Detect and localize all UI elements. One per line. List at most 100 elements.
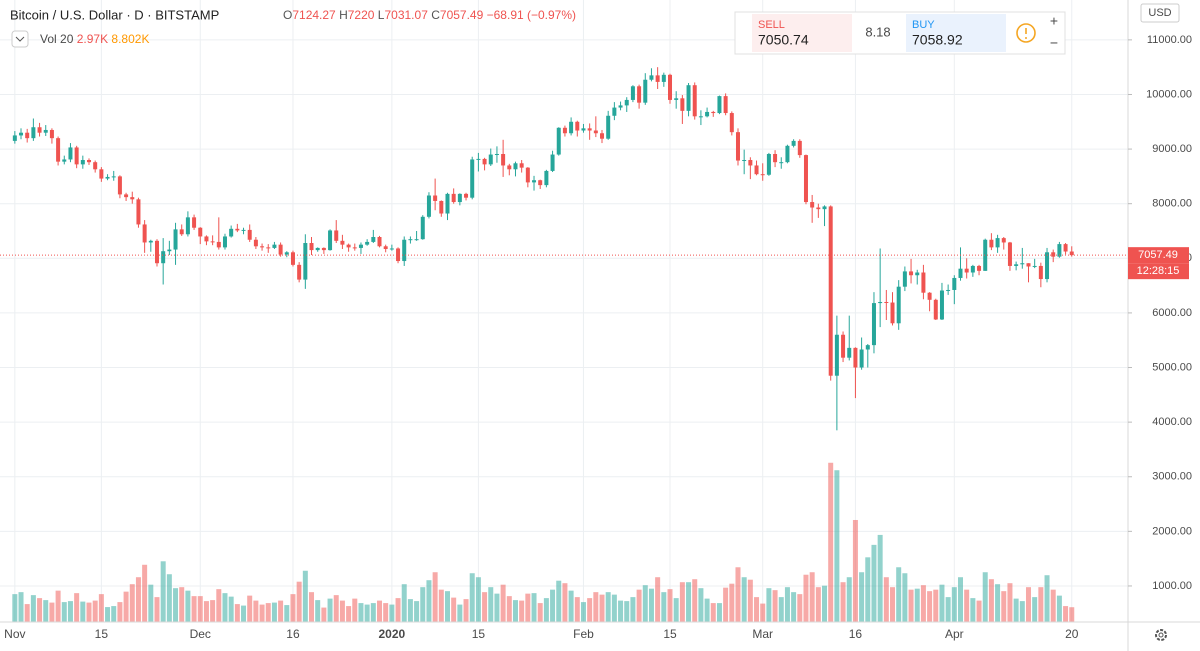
- low-label: L: [378, 8, 385, 22]
- volume-bar: [129, 584, 135, 622]
- currency-box[interactable]: [1140, 3, 1180, 23]
- volume-bar: [927, 591, 933, 622]
- countdown: 12:28:15: [1137, 265, 1180, 277]
- trade-panel: SELL 7050.74 8.18 BUY 7058.92 + −: [734, 11, 1066, 55]
- candle-body: [532, 180, 537, 183]
- x-tick-label: Feb: [573, 627, 594, 641]
- volume-bar: [370, 603, 376, 622]
- volume-bar: [951, 587, 957, 622]
- volume-bar: [506, 596, 512, 622]
- volume-bar: [531, 593, 537, 622]
- volume-bar: [444, 591, 450, 622]
- volume-bar: [1013, 598, 1019, 622]
- y-tick-label: 11000.00: [1147, 34, 1192, 46]
- candle-body: [204, 236, 209, 242]
- volume-bar: [494, 593, 500, 622]
- price-tags: 7057.49 12:28:15: [0, 247, 1189, 280]
- collapse-button[interactable]: [11, 30, 29, 48]
- candle-body: [989, 239, 994, 248]
- volume-bar: [803, 574, 809, 622]
- candle-body: [859, 349, 864, 368]
- candle-body: [222, 236, 227, 248]
- volume-bar: [840, 582, 846, 622]
- volume-bar: [500, 584, 506, 622]
- minus-button[interactable]: −: [1050, 35, 1058, 51]
- candle-body: [426, 195, 431, 217]
- info-icon[interactable]: [1016, 23, 1036, 43]
- volume-bar: [383, 603, 389, 622]
- close-value: 7057.49: [440, 8, 484, 22]
- candle-body: [760, 174, 765, 176]
- candle-body: [154, 240, 159, 264]
- settings-icon[interactable]: [1155, 629, 1167, 641]
- price-pane: [12, 67, 1074, 431]
- x-tick-label: 2020: [379, 627, 406, 641]
- volume-bar: [784, 587, 790, 622]
- volume-bar: [822, 585, 828, 622]
- sell-button[interactable]: [752, 14, 852, 52]
- candle-body: [358, 244, 363, 248]
- volume-bar: [735, 567, 741, 622]
- volume-bar: [179, 587, 185, 622]
- buy-button[interactable]: [906, 14, 1006, 52]
- volume-bar: [964, 589, 970, 622]
- candle-body: [952, 277, 957, 290]
- gear: [1155, 629, 1167, 641]
- volume-bar: [55, 590, 61, 622]
- volume-bar: [86, 602, 92, 622]
- volume-bar: [698, 588, 704, 622]
- volume-bar: [655, 577, 661, 622]
- volume-bar: [154, 597, 160, 622]
- volume-bar: [995, 584, 1001, 622]
- volume-bar: [358, 603, 364, 622]
- volume-bar: [43, 600, 49, 622]
- volume-bar: [957, 577, 963, 622]
- candle-body: [1020, 263, 1025, 265]
- open-value: 7124.27: [292, 8, 336, 22]
- candle-body: [136, 199, 141, 225]
- plus-button[interactable]: +: [1050, 13, 1058, 29]
- volume-bar: [1032, 597, 1038, 622]
- volume-bar: [302, 570, 308, 622]
- candle-body: [161, 251, 166, 264]
- volume-bar: [599, 594, 605, 622]
- volume-bar: [117, 602, 123, 622]
- volume-bar: [1007, 583, 1013, 622]
- volume-bar: [661, 592, 667, 622]
- volume-bar: [883, 577, 889, 622]
- volume-bar: [488, 587, 494, 622]
- candle-body: [865, 345, 870, 350]
- candle-body: [290, 252, 295, 265]
- volume-bar: [970, 598, 976, 622]
- candle-body: [93, 162, 98, 170]
- candle-body: [612, 107, 617, 116]
- sell-price: 7050.74: [758, 32, 809, 48]
- candle-body: [229, 228, 234, 237]
- volume-bar: [716, 603, 722, 622]
- candle-body: [352, 247, 357, 249]
- volume-bar: [401, 584, 407, 622]
- volume-bar: [364, 604, 370, 622]
- candle-body: [1069, 251, 1074, 256]
- candle-body: [779, 162, 784, 164]
- low-value: 7031.07: [384, 8, 428, 22]
- x-tick-label: 15: [472, 627, 486, 641]
- candle-body: [494, 153, 499, 155]
- candle-body: [964, 268, 969, 273]
- volume-bar: [772, 590, 778, 622]
- candle-body: [278, 244, 283, 255]
- volume-bar: [988, 579, 994, 622]
- x-tick-label: Dec: [190, 627, 211, 641]
- close-label: C: [431, 8, 440, 22]
- candle-body: [408, 239, 413, 241]
- volume-bar: [729, 583, 735, 622]
- candle-body: [970, 265, 975, 273]
- volume-bar: [241, 605, 247, 622]
- candle-body: [674, 98, 679, 100]
- volume-bar: [945, 597, 951, 622]
- candle-body: [87, 160, 92, 163]
- volume-bar: [482, 592, 488, 622]
- candle-body: [624, 99, 629, 106]
- volume-bar: [37, 598, 43, 622]
- volume-bar: [562, 583, 568, 622]
